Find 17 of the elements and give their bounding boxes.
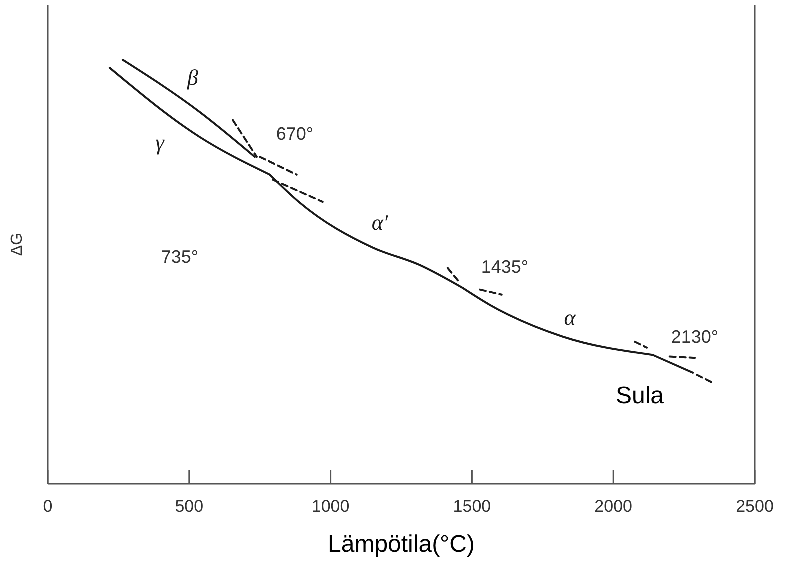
- x-tick-label: 1000: [312, 497, 350, 516]
- series-label: β: [186, 65, 199, 90]
- series-label: γ: [156, 130, 166, 156]
- x-tick-label: 2000: [594, 497, 633, 516]
- y-axis-title: ΔG: [9, 232, 26, 256]
- annotation: 2130°: [671, 326, 719, 347]
- annotation: 1435°: [481, 256, 529, 277]
- annotation: 670°: [276, 124, 314, 144]
- x-tick-label: 2500: [736, 497, 774, 516]
- series-label: Sula: [616, 382, 665, 410]
- x-axis-title: Lämpötila(°C): [328, 531, 475, 558]
- annotation: 735°: [161, 246, 199, 267]
- x-tick-label: 500: [175, 497, 204, 516]
- series-label: α: [564, 305, 576, 330]
- series-label: α′: [372, 210, 390, 236]
- x-tick-label: 0: [43, 497, 53, 516]
- x-tick-label: 1500: [453, 497, 492, 516]
